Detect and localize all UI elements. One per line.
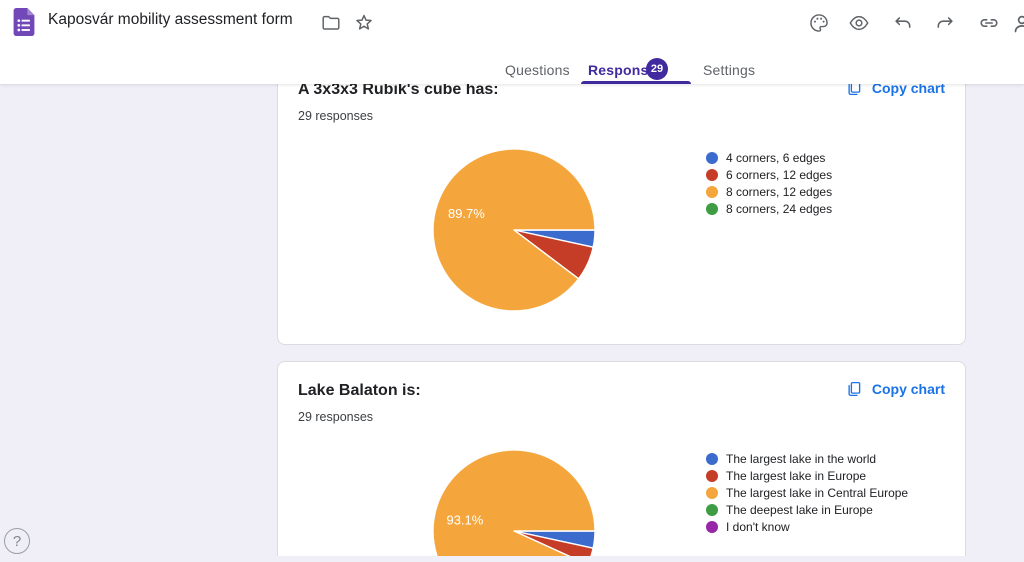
legend-label: The largest lake in Europe <box>726 468 867 483</box>
move-to-folder-icon[interactable] <box>320 12 342 34</box>
responses-count-label: 29 responses <box>298 410 374 424</box>
top-app-bar: Kaposvár mobility assessment form <box>0 0 1024 84</box>
legend-color-dot <box>706 151 718 164</box>
pie-chart-rubiks-cube: 89.7% <box>432 148 596 312</box>
tab-settings[interactable]: Settings <box>703 62 756 78</box>
copy-link-icon[interactable] <box>978 12 1000 34</box>
legend-color-dot <box>706 452 718 465</box>
responses-scroll-area[interactable]: A 3x3x3 Rubik's cube has: 29 responses C… <box>0 84 1024 556</box>
pie-slice <box>432 148 596 312</box>
tab-responses[interactable]: Responses <box>588 62 665 78</box>
legend-item: The deepest lake in Europe <box>706 502 908 519</box>
copy-chart-button[interactable]: Copy chart <box>845 84 945 97</box>
help-question-mark: ? <box>12 532 22 550</box>
pie-chart-lake-balaton: 93.1% <box>432 449 596 556</box>
legend-color-dot <box>706 203 718 216</box>
responses-count-badge[interactable]: 29 <box>646 58 668 80</box>
pie-percentage-label: 89.7% <box>448 206 485 221</box>
preview-eye-icon[interactable] <box>848 12 870 34</box>
chart-legend: 4 corners, 6 edges 6 corners, 12 edges 8 c… <box>706 149 832 218</box>
star-icon[interactable] <box>353 12 375 34</box>
legend-label: 8 corners, 24 edges <box>726 202 833 217</box>
legend-item: The largest lake in Europe <box>706 467 908 484</box>
question-title: A 3x3x3 Rubik's cube has: <box>298 84 499 98</box>
legend-item: I don't know <box>706 519 908 536</box>
pie-percentage-label: 93.1% <box>446 512 483 527</box>
legend-color-dot <box>706 469 718 482</box>
legend-label: 6 corners, 12 edges <box>726 167 833 182</box>
legend-label: 8 corners, 12 edges <box>726 184 833 199</box>
legend-item: The largest lake in Central Europe <box>706 484 908 501</box>
copy-icon <box>848 381 861 397</box>
legend-color-dot <box>706 486 718 499</box>
legend-item: 8 corners, 12 edges <box>706 183 832 200</box>
customize-theme-palette-icon[interactable] <box>808 12 830 34</box>
copy-chart-button[interactable]: Copy chart <box>845 380 945 398</box>
legend-label: I don't know <box>726 520 790 535</box>
legend-color-dot <box>706 185 718 198</box>
legend-label: The deepest lake in Europe <box>726 503 873 518</box>
tab-questions[interactable]: Questions <box>505 62 570 78</box>
legend-item: 4 corners, 6 edges <box>706 149 832 166</box>
responses-count-label: 29 responses <box>298 109 374 123</box>
pie-slice <box>432 449 596 556</box>
legend-color-dot <box>706 521 718 534</box>
legend-item: 6 corners, 12 edges <box>706 166 832 183</box>
legend-item: 8 corners, 24 edges <box>706 201 832 218</box>
active-tab-underline <box>581 81 691 84</box>
chart-legend: The largest lake in the world The largest… <box>706 450 908 536</box>
legend-color-dot <box>706 504 718 517</box>
copy-chart-label: Copy chart <box>871 381 945 397</box>
document-title[interactable]: Kaposvár mobility assessment form <box>48 11 293 28</box>
question-card-rubiks-cube: A 3x3x3 Rubik's cube has: 29 responses C… <box>277 84 966 345</box>
question-card-lake-balaton: Lake Balaton is: 29 responses Copy chart… <box>277 361 966 556</box>
redo-icon[interactable] <box>934 12 956 34</box>
legend-color-dot <box>706 168 718 181</box>
legend-label: 4 corners, 6 edges <box>726 150 826 165</box>
legend-label: The largest lake in the world <box>726 451 877 466</box>
help-button[interactable]: ? <box>4 528 30 554</box>
add-collaborator-icon[interactable] <box>1012 12 1024 34</box>
copy-icon <box>848 84 861 96</box>
pie-slice <box>513 530 594 556</box>
google-forms-logo-icon[interactable] <box>8 6 40 43</box>
question-title: Lake Balaton is: <box>298 382 421 399</box>
copy-chart-label: Copy chart <box>871 84 945 96</box>
legend-item: The largest lake in the world <box>706 450 908 467</box>
legend-label: The largest lake in Central Europe <box>726 485 909 500</box>
undo-icon[interactable] <box>892 12 914 34</box>
